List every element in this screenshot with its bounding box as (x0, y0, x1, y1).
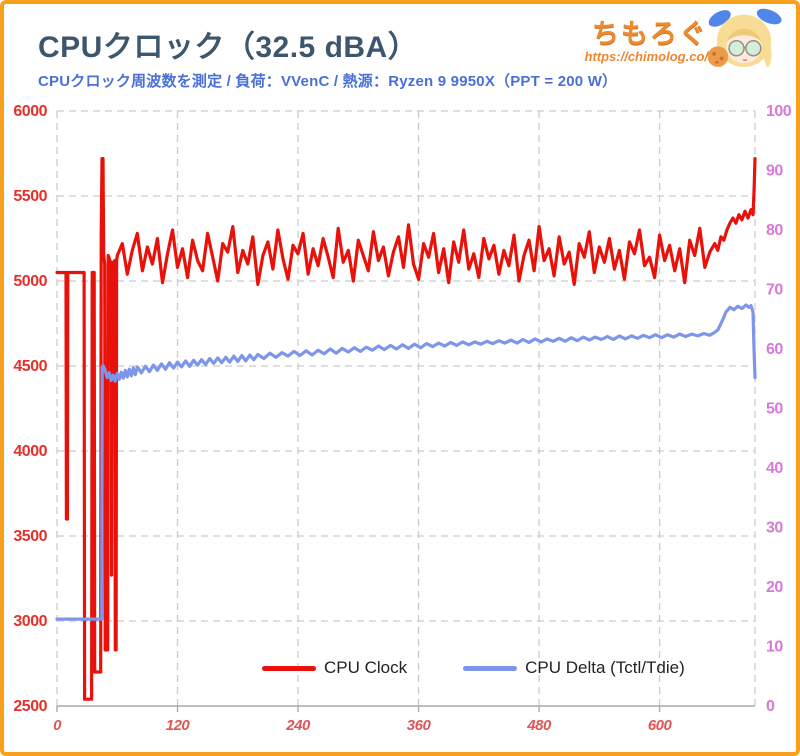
site-logo-text: ちもろぐ (592, 19, 708, 49)
svg-text:480: 480 (526, 717, 552, 734)
svg-text:3500: 3500 (13, 528, 47, 545)
cpu-clock-line-swatch (262, 665, 316, 671)
site-url-link[interactable]: https://chimolog.co/ (584, 49, 709, 64)
legend-label-cpu-clock: CPU Clock (324, 658, 408, 677)
svg-text:240: 240 (285, 717, 311, 734)
svg-text:6000: 6000 (13, 103, 47, 120)
svg-text:360: 360 (407, 717, 432, 734)
chart-legend: CPU Clock CPU Delta (Tctl/Tdie) (262, 658, 685, 678)
svg-text:4500: 4500 (13, 358, 47, 375)
svg-text:80: 80 (766, 222, 783, 239)
cpu-delta-line-swatch (463, 665, 518, 671)
svg-text:20: 20 (766, 579, 783, 596)
svg-text:600: 600 (648, 717, 673, 734)
svg-text:5500: 5500 (13, 188, 47, 205)
legend-label-cpu-delta: CPU Delta (Tctl/Tdie) (525, 658, 685, 677)
legend-item-cpu-delta: CPU Delta (Tctl/Tdie) (463, 658, 685, 678)
svg-text:50: 50 (766, 401, 783, 418)
svg-text:0: 0 (766, 698, 775, 715)
svg-text:5000: 5000 (13, 273, 47, 290)
svg-text:30: 30 (766, 520, 783, 537)
svg-text:70: 70 (766, 282, 783, 299)
page-title: CPUクロック（32.5 dBA） (38, 31, 419, 64)
svg-text:3000: 3000 (13, 613, 47, 630)
mascot-icon (707, 8, 782, 68)
svg-text:2500: 2500 (13, 698, 47, 715)
svg-text:120: 120 (166, 717, 191, 734)
svg-text:40: 40 (766, 460, 783, 477)
legend-item-cpu-clock: CPU Clock (262, 658, 407, 678)
svg-text:90: 90 (766, 163, 783, 180)
line-chart: 2500300035004000450050005500600001020304… (13, 103, 792, 734)
svg-text:100: 100 (766, 103, 792, 120)
svg-text:4000: 4000 (13, 443, 47, 460)
svg-text:60: 60 (766, 341, 783, 358)
chart-header: CPUクロック（32.5 dBA） CPUクロック周波数を測定 / 負荷：VVe… (38, 22, 617, 91)
site-logo: ちもろぐ https://chimolog.co/ (585, 12, 709, 64)
chart-subtitle: CPUクロック周波数を測定 / 負荷：VVenC / 熱源：Ryzen 9 99… (38, 73, 618, 90)
svg-text:10: 10 (766, 639, 783, 656)
svg-text:0: 0 (53, 717, 62, 734)
